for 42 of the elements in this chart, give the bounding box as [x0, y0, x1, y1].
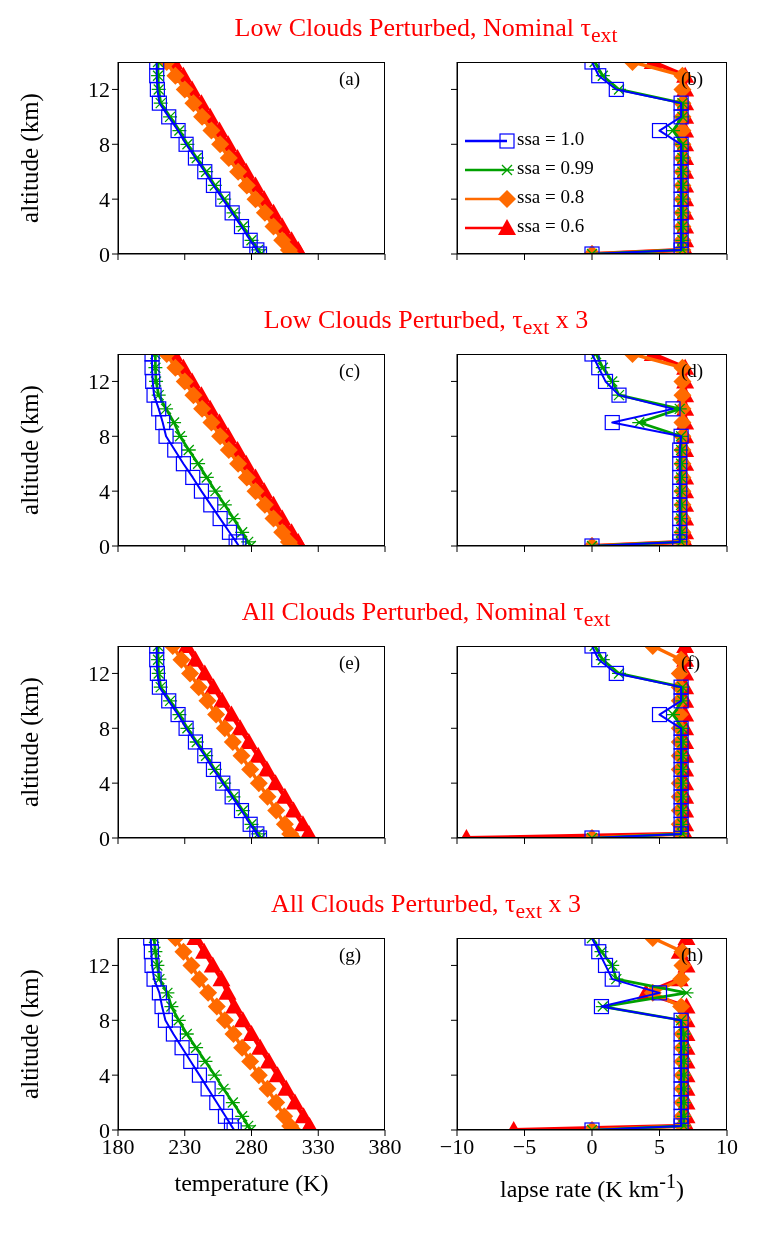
x-tick-label: 380 — [368, 1133, 402, 1159]
y-tick-label: 8 — [99, 132, 110, 158]
y-tick-label: 0 — [99, 533, 110, 559]
x-tick-label: 230 — [168, 1133, 202, 1159]
y-tick-label: 0 — [99, 241, 110, 267]
annotation: (c) — [339, 360, 361, 382]
chart-title: All Clouds Perturbed, τ$_{ext}$ x 3 — [270, 888, 582, 926]
x-axis-title: temperature (K) — [173, 1170, 330, 1197]
y-tick-label: 8 — [99, 1008, 110, 1034]
annotation: (g) — [339, 944, 362, 966]
y-tick-label: 4 — [99, 478, 110, 504]
y-tick-label: 12 — [88, 77, 110, 103]
y-axis-title: altitude (km) — [16, 385, 44, 515]
y-axis-title: altitude (km) — [16, 969, 44, 1099]
y-axis-title: altitude (km) — [16, 93, 44, 223]
x-tick-label: 0 — [586, 1133, 598, 1159]
y-tick-label: 4 — [99, 770, 110, 796]
y-tick-label: 12 — [88, 953, 110, 979]
legend-label: ssa = 1.0 — [517, 128, 585, 149]
x-tick-label: 330 — [301, 1133, 335, 1159]
y-tick-label: 0 — [99, 825, 110, 851]
legend-label: ssa = 0.8 — [517, 186, 585, 207]
legend-label: ssa = 0.6 — [517, 215, 585, 236]
chart-title: All Clouds Perturbed, Nominal τ$_{ext}$ — [240, 596, 612, 634]
x-tick-label: 280 — [235, 1133, 268, 1159]
x-tick-label: −10 — [439, 1133, 475, 1159]
y-tick-label: 4 — [99, 186, 110, 212]
x-tick-label: 10 — [716, 1133, 738, 1159]
chart-title: Low Clouds Perturbed, τ$_{ext}$ x 3 — [262, 304, 590, 342]
y-tick-label: 8 — [99, 424, 110, 450]
annotation: (a) — [339, 68, 361, 90]
x-tick-label: −5 — [512, 1133, 537, 1159]
y-tick-label: 4 — [99, 1062, 110, 1088]
chart-title: Low Clouds Perturbed, Nominal τ$_{ext}$ — [233, 12, 619, 50]
y-tick-label: 12 — [88, 661, 110, 687]
y-tick-label: 8 — [99, 716, 110, 742]
x-tick-label: 5 — [654, 1133, 665, 1159]
legend-label: ssa = 0.99 — [517, 157, 594, 178]
y-tick-label: 12 — [88, 369, 110, 395]
x-axis-title: lapse rate (K km$^{-1}$) — [499, 1170, 685, 1203]
y-axis-title: altitude (km) — [16, 677, 44, 807]
annotation: (e) — [339, 652, 361, 674]
